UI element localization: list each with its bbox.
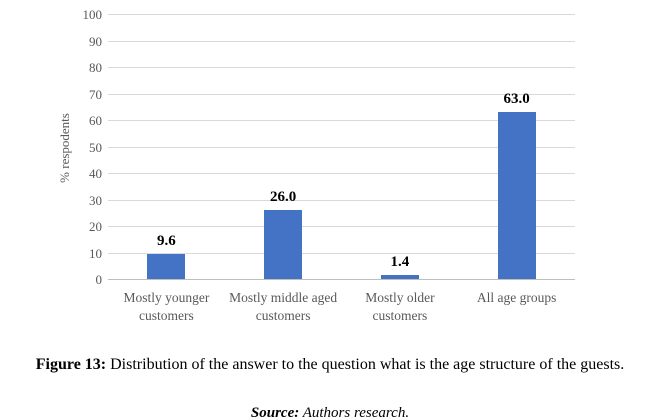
plot-area: 9.6 26.0 1.4 63.0 — [108, 14, 575, 280]
x-category-label: All age groups — [476, 290, 557, 305]
gridline — [108, 120, 575, 121]
y-tick-label: 20 — [89, 219, 102, 234]
gridline — [108, 226, 575, 227]
source-note: Source: Authors research. — [10, 405, 650, 420]
x-category-label: Mostly older customers — [365, 290, 435, 323]
gridline — [108, 67, 575, 68]
gridline — [108, 252, 575, 254]
gridline — [108, 14, 575, 15]
y-tick-label: 60 — [89, 113, 102, 128]
source-note-label: Source: — [250, 405, 300, 420]
bar — [380, 275, 419, 279]
y-tick-label: 70 — [89, 86, 102, 102]
bar — [147, 253, 186, 279]
bar-slot: 26.0 — [225, 15, 342, 280]
bar-slot: 9.6 — [108, 15, 225, 280]
bar — [264, 210, 303, 279]
bar-chart: % respodents 0 10 20 30 40 50 60 70 80 90 100 9.6 2… — [0, 7, 575, 324]
x-category-label: Mostly middle aged customers — [229, 290, 338, 323]
y-tick-label: 30 — [89, 192, 102, 208]
gridline — [108, 173, 575, 174]
bar-value-label: 26.0 — [270, 189, 297, 206]
y-tick-label: 40 — [89, 166, 102, 181]
x-axis: Mostly younger customers Mostly middle ag… — [108, 289, 575, 324]
bar — [497, 112, 536, 279]
figure-caption-label: Figure 13: — [35, 356, 107, 373]
bar-slot: 1.4 — [342, 15, 459, 280]
gridline — [108, 40, 575, 42]
figure-caption-text: Distribution of the answer to the questi… — [106, 356, 625, 373]
gridline — [108, 93, 575, 95]
y-tick-label: 100 — [82, 7, 103, 22]
x-category-label: Mostly younger customers — [123, 290, 210, 323]
bar-value-label: 1.4 — [390, 254, 410, 271]
y-tick-label: 80 — [89, 60, 102, 75]
y-tick-label: 50 — [89, 139, 102, 155]
y-axis: 0 10 20 30 40 50 60 70 80 90 100 — [0, 7, 103, 287]
figure-caption: Figure 13: Distribution of the answer to… — [10, 354, 650, 376]
y-tick-label: 10 — [89, 245, 102, 261]
y-tick-label: 90 — [89, 33, 102, 49]
bar-slot: 63.0 — [458, 15, 575, 280]
bar-value-label: 63.0 — [503, 91, 530, 108]
gridline — [108, 146, 575, 148]
source-note-text: Authors research. — [299, 405, 410, 420]
bar-value-label: 9.6 — [157, 232, 176, 249]
y-tick-label: 0 — [95, 272, 103, 287]
gridline — [108, 199, 575, 201]
gridline — [108, 279, 575, 280]
